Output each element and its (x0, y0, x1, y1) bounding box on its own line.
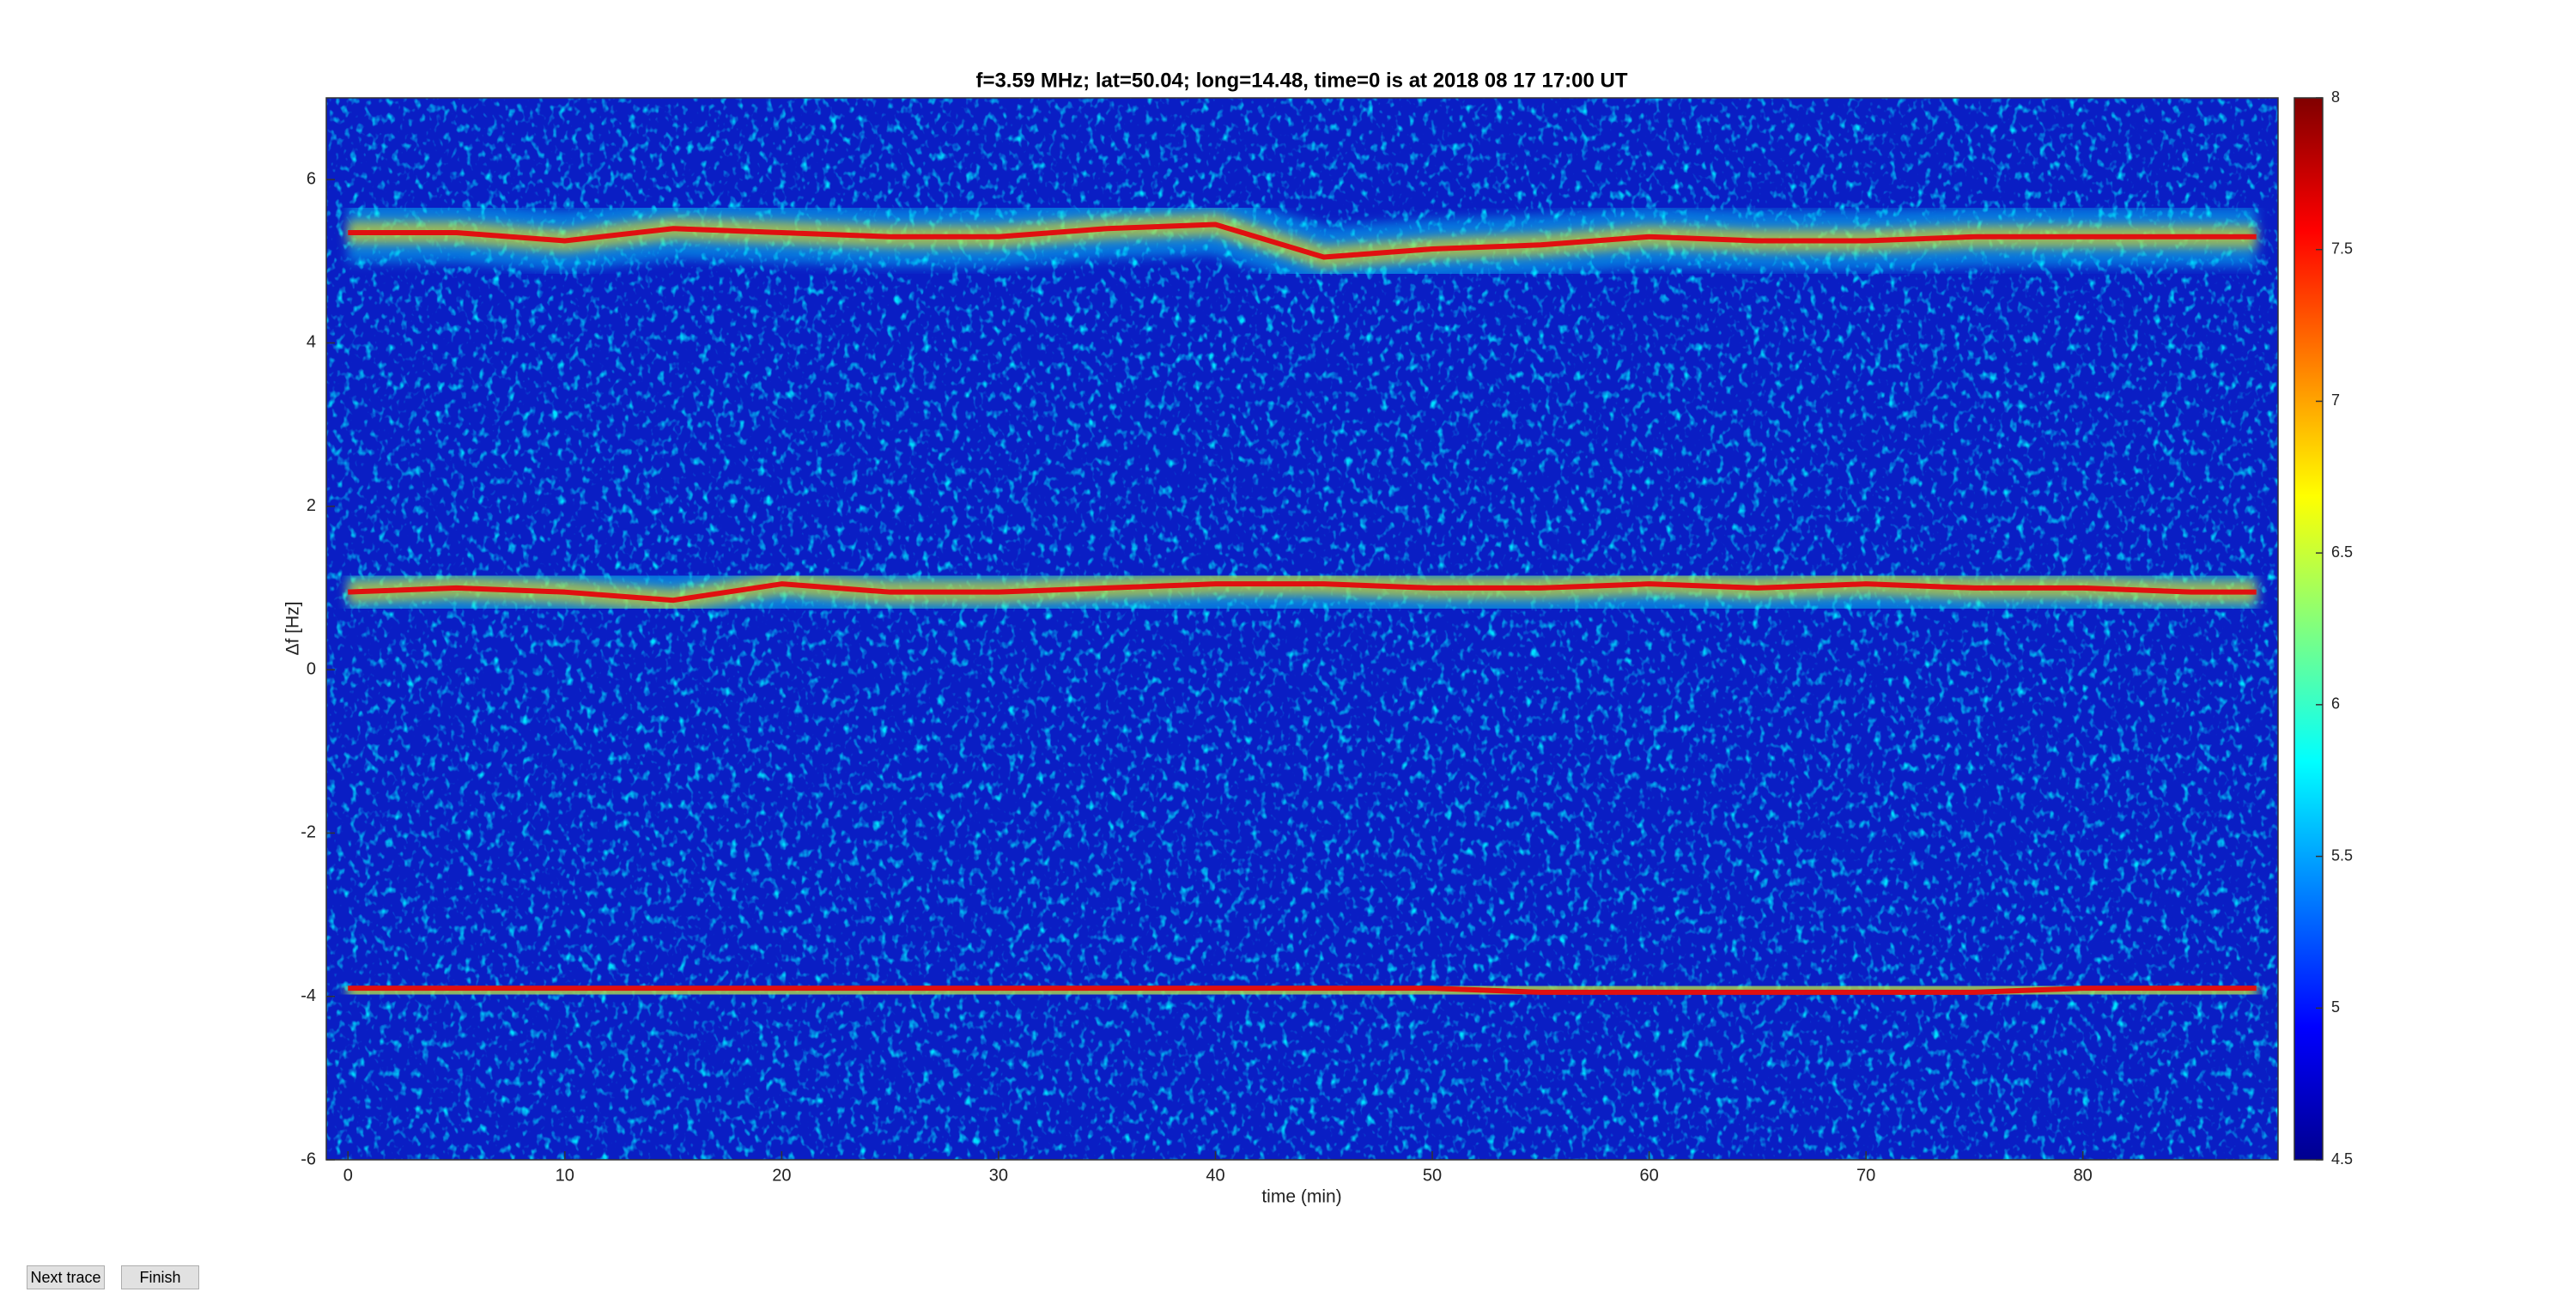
y-tick-label: 6 (307, 169, 316, 188)
x-tick-label: 60 (1639, 1166, 1658, 1185)
trace (348, 221, 2257, 260)
x-tick-label: 10 (556, 1166, 574, 1185)
colorbar-tick-label: 4.5 (2331, 1150, 2353, 1168)
colorbar-tick-label: 7 (2331, 391, 2340, 409)
finish-button[interactable]: Finish (121, 1265, 199, 1289)
y-tick-label: 2 (307, 496, 316, 515)
traces (346, 194, 2257, 1022)
x-tick-label: 20 (772, 1166, 791, 1185)
y-tick-label: -2 (301, 823, 316, 842)
y-tick-label: -6 (301, 1149, 316, 1168)
y-axis-label: Δf [Hz] (283, 601, 303, 655)
trace (348, 581, 2257, 604)
colorbar-tick-label: 5 (2331, 998, 2340, 1016)
x-axis-label: time (min) (1261, 1187, 1341, 1207)
trace (348, 986, 2257, 995)
chart-title: f=3.59 MHz; lat=50.04; long=14.48, time=… (975, 69, 1627, 92)
colorbar-tick-label: 6.5 (2331, 543, 2353, 561)
y-tick-label: -4 (301, 986, 316, 1005)
colorbar-tick-label: 5.5 (2331, 846, 2353, 864)
figure: f=3.59 MHz; lat=50.04; long=14.48, time=… (283, 69, 2353, 1207)
y-tick-label: 4 (307, 333, 316, 352)
x-tick-label: 70 (1856, 1166, 1875, 1185)
x-tick-label: 40 (1206, 1166, 1224, 1185)
next-trace-button[interactable]: Next trace (27, 1265, 105, 1289)
colorbar-tick-label: 6 (2331, 695, 2340, 713)
x-tick-label: 0 (343, 1166, 353, 1185)
y-tick-label: 0 (307, 659, 316, 678)
x-tick-label: 80 (2074, 1166, 2093, 1185)
plot-frame (325, 97, 2279, 1161)
x-tick-label: 50 (1423, 1166, 1442, 1185)
colorbar-tick-label: 7.5 (2331, 240, 2353, 257)
x-tick-label: 30 (989, 1166, 1008, 1185)
colorbar-tick-label: 8 (2331, 88, 2340, 106)
colorbar (2293, 97, 2324, 1161)
